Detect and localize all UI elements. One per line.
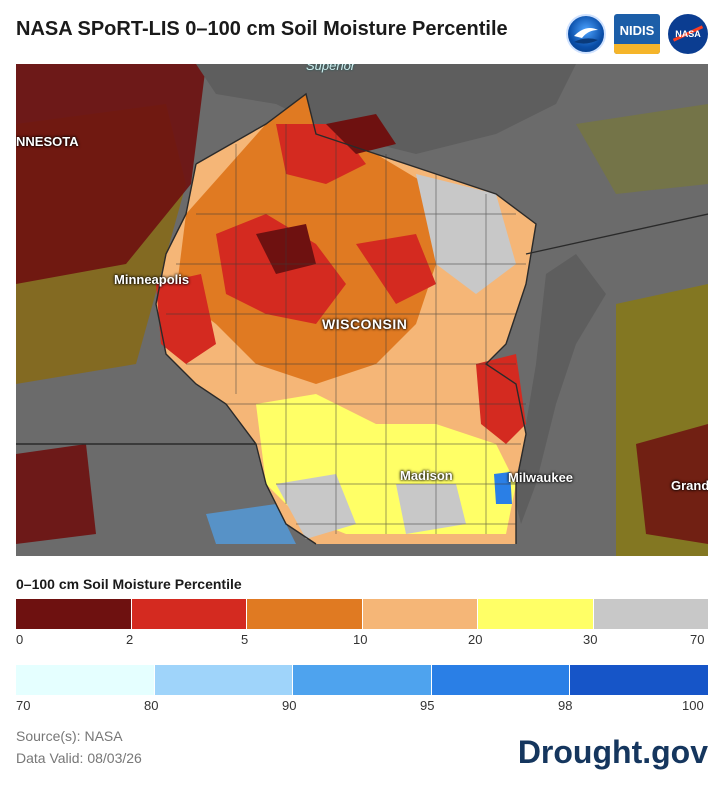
legend-swatch bbox=[570, 665, 708, 695]
legend-tick: 0 bbox=[16, 632, 24, 647]
region-gray-south bbox=[396, 484, 466, 534]
legend-swatch bbox=[478, 599, 594, 629]
label-milwaukee: Milwaukee bbox=[508, 470, 574, 485]
legend-tick: 30 bbox=[583, 632, 598, 647]
legend-swatch bbox=[431, 665, 571, 695]
noaa-bird-icon bbox=[574, 28, 598, 44]
label-madison: Madison bbox=[400, 468, 453, 483]
legend-tick: 70 bbox=[690, 632, 705, 647]
region-dark-red-michigan bbox=[636, 424, 708, 544]
legend-swatch bbox=[293, 665, 432, 695]
label-grand: Grand bbox=[671, 478, 708, 493]
legend-tick: 98 bbox=[558, 698, 573, 713]
lake-superior bbox=[196, 64, 576, 154]
noaa-logo[interactable] bbox=[566, 14, 606, 54]
legend-swatch bbox=[131, 599, 247, 629]
nasa-logo-text: NASA bbox=[675, 29, 701, 39]
legend-tick: 10 bbox=[353, 632, 368, 647]
legend-dry-ticks: 0 2 5 10 20 30 70 bbox=[16, 632, 708, 648]
legend-swatch bbox=[16, 599, 132, 629]
legend-wet-bar bbox=[16, 665, 708, 695]
region-dark-red-minnesota bbox=[16, 64, 206, 284]
region-red-north-3 bbox=[356, 234, 436, 304]
legend-tick: 2 bbox=[126, 632, 134, 647]
header: NASA SPoRT-LIS 0–100 cm Soil Moisture Pe… bbox=[16, 14, 708, 54]
drought-gov-brand[interactable]: Drought.gov bbox=[517, 734, 708, 770]
nidis-stripe bbox=[614, 44, 660, 54]
region-dark-red-southwest bbox=[16, 444, 96, 544]
nidis-logo-text: NIDIS bbox=[619, 22, 655, 38]
legend-tick: 80 bbox=[144, 698, 159, 713]
legend-tick: 90 bbox=[282, 698, 297, 713]
legend-swatch bbox=[593, 599, 708, 629]
region-blue-southwest bbox=[206, 504, 296, 544]
legend-title: 0–100 cm Soil Moisture Percentile bbox=[16, 576, 242, 592]
nidis-logo[interactable]: NIDIS bbox=[614, 14, 660, 54]
region-olive-upper-michigan bbox=[576, 104, 708, 194]
logo-group: NIDIS NASA bbox=[566, 14, 708, 54]
legend-dry-bar bbox=[16, 599, 708, 629]
label-superior: Superior bbox=[306, 64, 356, 73]
map-canvas bbox=[16, 64, 708, 556]
region-red-east bbox=[476, 354, 526, 444]
legend-tick: 20 bbox=[468, 632, 483, 647]
legend-tick: 95 bbox=[420, 698, 435, 713]
legend-tick: 5 bbox=[241, 632, 249, 647]
lake-michigan bbox=[511, 254, 606, 524]
source-text: Source(s): NASA bbox=[16, 728, 123, 744]
data-valid-date: Data Valid: 08/03/26 bbox=[16, 750, 142, 766]
page-title: NASA SPoRT-LIS 0–100 cm Soil Moisture Pe… bbox=[16, 18, 508, 40]
region-blue-milwaukee bbox=[494, 472, 512, 504]
legend-swatch bbox=[154, 665, 294, 695]
nasa-logo[interactable]: NASA bbox=[668, 14, 708, 54]
state-boundaries bbox=[16, 92, 708, 545]
legend-swatch bbox=[16, 665, 155, 695]
region-dark-red-north-2 bbox=[326, 114, 396, 154]
legend-swatch bbox=[247, 599, 363, 629]
region-red-west bbox=[156, 274, 216, 364]
label-minnesota: NNESOTA bbox=[16, 134, 79, 149]
legend-tick: 70 bbox=[16, 698, 31, 713]
legend-swatch bbox=[362, 599, 478, 629]
label-wisconsin: WISCONSIN bbox=[322, 316, 408, 332]
label-minneapolis: Minneapolis bbox=[114, 272, 190, 287]
soil-moisture-map[interactable]: Superior NNESOTA Minneapolis WISCONSIN M… bbox=[16, 64, 708, 556]
legend-wet-ticks: 70 80 90 95 98 100 bbox=[16, 698, 708, 714]
legend-tick: 100 bbox=[682, 698, 704, 713]
